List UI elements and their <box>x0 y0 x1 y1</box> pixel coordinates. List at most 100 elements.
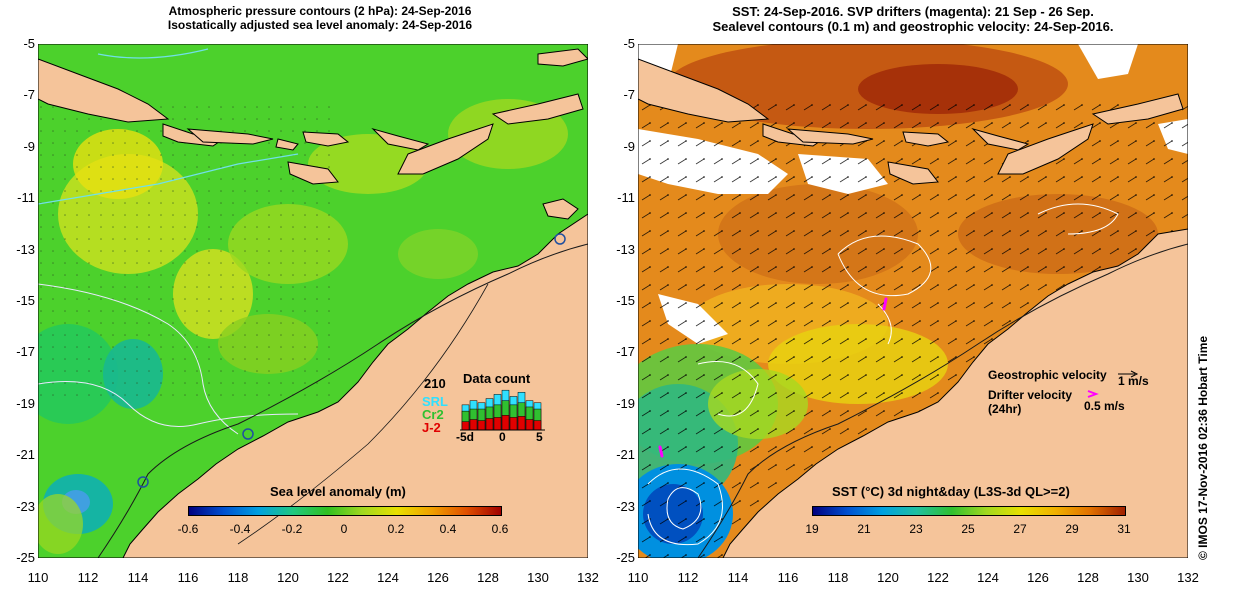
tide-gauge-stations <box>137 233 566 488</box>
x-tick-110: 110 <box>627 570 649 585</box>
x-tick-110: 110 <box>27 570 49 585</box>
x-tick-128: 128 <box>1077 570 1099 585</box>
y-tick-m5: -5 <box>23 36 35 51</box>
sst-colorbar <box>812 506 1126 516</box>
y-tick-m17: -17 <box>16 344 35 360</box>
colorbar-tick: -0.6 <box>177 522 199 536</box>
right-colorbar-title: SST (°C) 3d night&day (L3S-3d QL>=2) <box>832 484 1070 499</box>
x-tick-124: 124 <box>977 570 999 585</box>
x-tick-112: 112 <box>77 570 99 585</box>
y-tick-m17: -17 <box>616 344 635 360</box>
x-tick-126: 126 <box>1027 570 1049 585</box>
sst-map <box>638 44 1188 558</box>
x-tick-122: 122 <box>927 570 949 585</box>
colorbar-tick: 0.4 <box>439 522 457 536</box>
pressure-contours <box>38 48 588 558</box>
drifter-scale-arrow <box>1087 390 1099 398</box>
data-count-tick-0: 0 <box>499 430 506 444</box>
data-count-bar-j-2 <box>525 419 534 431</box>
sea-level-colorbar <box>188 506 502 516</box>
australia-landmass-right <box>722 228 1188 558</box>
y-tick-m21: -21 <box>16 447 35 463</box>
drifter-scale-label: 0.5 m/s <box>1084 399 1125 413</box>
x-tick-112: 112 <box>677 570 699 585</box>
data-count-chart <box>460 389 545 431</box>
right-title-line1: SST: 24-Sep-2016. SVP drifters (magenta)… <box>732 4 1094 19</box>
x-tick-120: 120 <box>877 570 899 585</box>
pressure-dot-pattern <box>38 104 338 404</box>
colorbar-tick: 0.2 <box>387 522 405 536</box>
x-tick-132: 132 <box>1177 570 1199 585</box>
indonesia-islands <box>38 48 588 220</box>
y-tick-m19: -19 <box>16 395 35 411</box>
y-tick-m19: -19 <box>616 395 635 411</box>
geostrophic-scale-arrow <box>1118 370 1139 378</box>
colorbar-tick: 0.6 <box>491 522 509 536</box>
sea-level-anomaly-map <box>38 44 588 558</box>
left-title-line2: Isostatically adjusted sea level anomaly… <box>167 18 473 32</box>
y-tick-m9: -9 <box>623 138 635 154</box>
legend-cr2: Cr2 <box>422 407 444 422</box>
x-tick-126: 126 <box>427 570 449 585</box>
data-count-title: Data count <box>463 371 531 386</box>
colorbar-tick: 25 <box>961 522 975 536</box>
data-count-bar-j-2 <box>533 420 542 431</box>
data-count-tick-minus5: -5d <box>456 430 474 444</box>
y-tick-m21: -21 <box>616 447 635 463</box>
drifter-velocity-label: Drifter velocity <box>988 388 1073 402</box>
drifter-velocity-sublabel: (24hr) <box>988 402 1022 416</box>
right-title-line2: Sealevel contours (0.1 m) and geostrophi… <box>712 19 1114 34</box>
colorbar-tick: 29 <box>1065 522 1079 536</box>
y-tick-m11: -11 <box>617 190 635 206</box>
data-count-bar-j-2 <box>477 420 486 431</box>
data-count-bar-j-2 <box>517 416 526 431</box>
colorbar-tick: -0.2 <box>281 522 303 536</box>
geostrophic-velocity-label: Geostrophic velocity <box>988 368 1107 382</box>
data-count-bar-j-2 <box>509 417 518 431</box>
x-tick-116: 116 <box>777 570 799 585</box>
data-count-bar-j-2 <box>469 419 478 431</box>
x-tick-116: 116 <box>177 570 199 585</box>
svp-drifter-tracks <box>658 297 888 458</box>
x-tick-120: 120 <box>277 570 299 585</box>
data-count-bar-j-2 <box>493 417 502 431</box>
x-tick-122: 122 <box>327 570 349 585</box>
x-tick-124: 124 <box>377 570 399 585</box>
data-count-tick-5: 5 <box>536 430 543 444</box>
x-tick-130: 130 <box>527 570 549 585</box>
x-tick-118: 118 <box>827 570 849 585</box>
y-tick-m23: -23 <box>616 498 635 514</box>
x-tick-114: 114 <box>727 570 749 585</box>
y-tick-m7: -7 <box>623 87 635 103</box>
left-colorbar-title: Sea level anomaly (m) <box>270 484 406 499</box>
indonesia-islands-right <box>638 58 1184 185</box>
colorbar-tick: 21 <box>857 522 871 536</box>
left-title-line1: Atmospheric pressure contours (2 hPa): 2… <box>168 4 472 18</box>
colorbar-tick: 27 <box>1013 522 1027 536</box>
colorbar-tick: -0.4 <box>229 522 251 536</box>
x-tick-128: 128 <box>477 570 499 585</box>
y-tick-m13: -13 <box>616 241 635 257</box>
legend-j2: J-2 <box>422 420 441 435</box>
y-tick-m15: -15 <box>16 293 35 308</box>
australia-landmass <box>122 213 588 558</box>
data-count-bar-j-2 <box>485 418 494 431</box>
x-tick-114: 114 <box>127 570 149 585</box>
y-tick-m25: -25 <box>616 550 635 565</box>
data-count-bar-j-2 <box>501 415 510 431</box>
colorbar-tick: 19 <box>805 522 819 536</box>
x-tick-130: 130 <box>1127 570 1149 585</box>
y-tick-m5: -5 <box>623 36 635 51</box>
colorbar-tick: 31 <box>1117 522 1131 536</box>
x-tick-132: 132 <box>577 570 599 585</box>
colorbar-tick: 23 <box>909 522 923 536</box>
legend-srl: SRL <box>422 394 448 409</box>
x-tick-118: 118 <box>227 570 249 585</box>
imos-credit: © IMOS 17-Nov-2016 02:36 Hobart Time <box>1196 335 1210 560</box>
colorbar-tick: 0 <box>340 522 348 536</box>
y-tick-m7: -7 <box>23 87 35 103</box>
data-count-max: 210 <box>424 376 446 391</box>
sea-level-contours <box>647 203 1119 546</box>
data-count-bar-j-2 <box>461 421 470 431</box>
y-tick-m9: -9 <box>23 138 35 154</box>
